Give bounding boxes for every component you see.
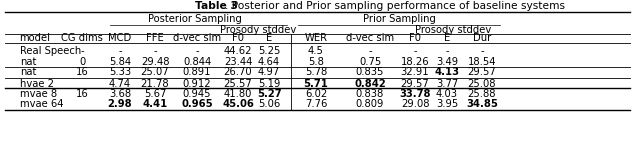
Text: 0.912: 0.912	[182, 79, 211, 89]
Text: d-vec sim: d-vec sim	[346, 33, 394, 43]
Text: F0: F0	[232, 33, 244, 43]
Text: 18.54: 18.54	[468, 57, 496, 67]
Text: -: -	[413, 46, 417, 56]
Text: 45.06: 45.06	[222, 99, 254, 109]
Text: -: -	[195, 46, 199, 56]
Text: 4.41: 4.41	[142, 99, 168, 109]
Text: F0: F0	[409, 33, 421, 43]
Text: 5.19: 5.19	[258, 79, 280, 89]
Text: 16: 16	[76, 89, 88, 99]
Text: -: -	[80, 46, 84, 56]
Text: 5.25: 5.25	[258, 46, 280, 56]
Text: 4.97: 4.97	[258, 67, 280, 77]
Text: MCD: MCD	[108, 33, 132, 43]
Text: 29.08: 29.08	[401, 99, 429, 109]
Text: 25.88: 25.88	[468, 89, 496, 99]
Text: 4.64: 4.64	[258, 57, 280, 67]
Text: 29.48: 29.48	[141, 57, 169, 67]
Text: 5.67: 5.67	[144, 89, 166, 99]
Text: 5.8: 5.8	[308, 57, 324, 67]
Text: Table 3: Table 3	[195, 1, 238, 11]
Text: 29.57: 29.57	[468, 67, 497, 77]
Text: Dur: Dur	[473, 33, 491, 43]
Text: Prosody stddev: Prosody stddev	[415, 25, 492, 35]
Text: 7.76: 7.76	[305, 99, 327, 109]
Text: 3.68: 3.68	[109, 89, 131, 99]
Text: 4.74: 4.74	[109, 79, 131, 89]
Text: 0.838: 0.838	[356, 89, 384, 99]
Text: 0.945: 0.945	[183, 89, 211, 99]
Text: 0.844: 0.844	[183, 57, 211, 67]
Text: 21.78: 21.78	[141, 79, 170, 89]
Text: 5.84: 5.84	[109, 57, 131, 67]
Text: 0.965: 0.965	[181, 99, 213, 109]
Text: 25.07: 25.07	[141, 67, 170, 77]
Text: 3.77: 3.77	[436, 79, 458, 89]
Text: -: -	[445, 46, 449, 56]
Text: 4.03: 4.03	[436, 89, 458, 99]
Text: 0.891: 0.891	[183, 67, 211, 77]
Text: 3.95: 3.95	[436, 99, 458, 109]
Text: nat: nat	[20, 67, 36, 77]
Text: 5.33: 5.33	[109, 67, 131, 77]
Text: 5.06: 5.06	[258, 99, 280, 109]
Text: 2.98: 2.98	[108, 99, 132, 109]
Text: 4.5: 4.5	[308, 46, 324, 56]
Text: 0: 0	[79, 57, 85, 67]
Text: -: -	[480, 46, 484, 56]
Text: 33.78: 33.78	[399, 89, 431, 99]
Text: 23.44: 23.44	[224, 57, 252, 67]
Text: mvae 8: mvae 8	[20, 89, 57, 99]
Text: 29.57: 29.57	[401, 79, 429, 89]
Text: 0.835: 0.835	[356, 67, 384, 77]
Text: mvae 64: mvae 64	[20, 99, 63, 109]
Text: 5.71: 5.71	[303, 79, 328, 89]
Text: Prosody stddev: Prosody stddev	[220, 25, 296, 35]
Text: 0.842: 0.842	[354, 79, 386, 89]
Text: -: -	[118, 46, 122, 56]
Text: WER: WER	[305, 33, 328, 43]
Text: Posterior Sampling: Posterior Sampling	[148, 14, 241, 24]
Text: -: -	[368, 46, 372, 56]
Text: 44.62: 44.62	[224, 46, 252, 56]
Text: 0.809: 0.809	[356, 99, 384, 109]
Text: -: -	[153, 46, 157, 56]
Text: nat: nat	[20, 57, 36, 67]
Text: hvae 2: hvae 2	[20, 79, 54, 89]
Text: d-vec sim: d-vec sim	[173, 33, 221, 43]
Text: 5.78: 5.78	[305, 67, 327, 77]
Text: 34.85: 34.85	[466, 99, 498, 109]
Text: 25.08: 25.08	[468, 79, 496, 89]
Text: 16: 16	[76, 67, 88, 77]
Text: 26.70: 26.70	[224, 67, 252, 77]
Text: 41.80: 41.80	[224, 89, 252, 99]
Text: 3.49: 3.49	[436, 57, 458, 67]
Text: Real Speech: Real Speech	[20, 46, 81, 56]
Text: . Posterior and Prior sampling performance of baseline systems: . Posterior and Prior sampling performan…	[225, 1, 565, 11]
Text: CG dims: CG dims	[61, 33, 103, 43]
Text: E: E	[266, 33, 272, 43]
Text: FFE: FFE	[146, 33, 164, 43]
Text: 5.27: 5.27	[257, 89, 282, 99]
Text: Prior Sampling: Prior Sampling	[363, 14, 435, 24]
Text: 32.91: 32.91	[401, 67, 429, 77]
Text: 25.57: 25.57	[223, 79, 252, 89]
Text: E: E	[444, 33, 450, 43]
Text: 6.02: 6.02	[305, 89, 327, 99]
Text: model: model	[19, 33, 51, 43]
Text: 18.26: 18.26	[401, 57, 429, 67]
Text: 4.13: 4.13	[435, 67, 460, 77]
Text: 0.75: 0.75	[359, 57, 381, 67]
